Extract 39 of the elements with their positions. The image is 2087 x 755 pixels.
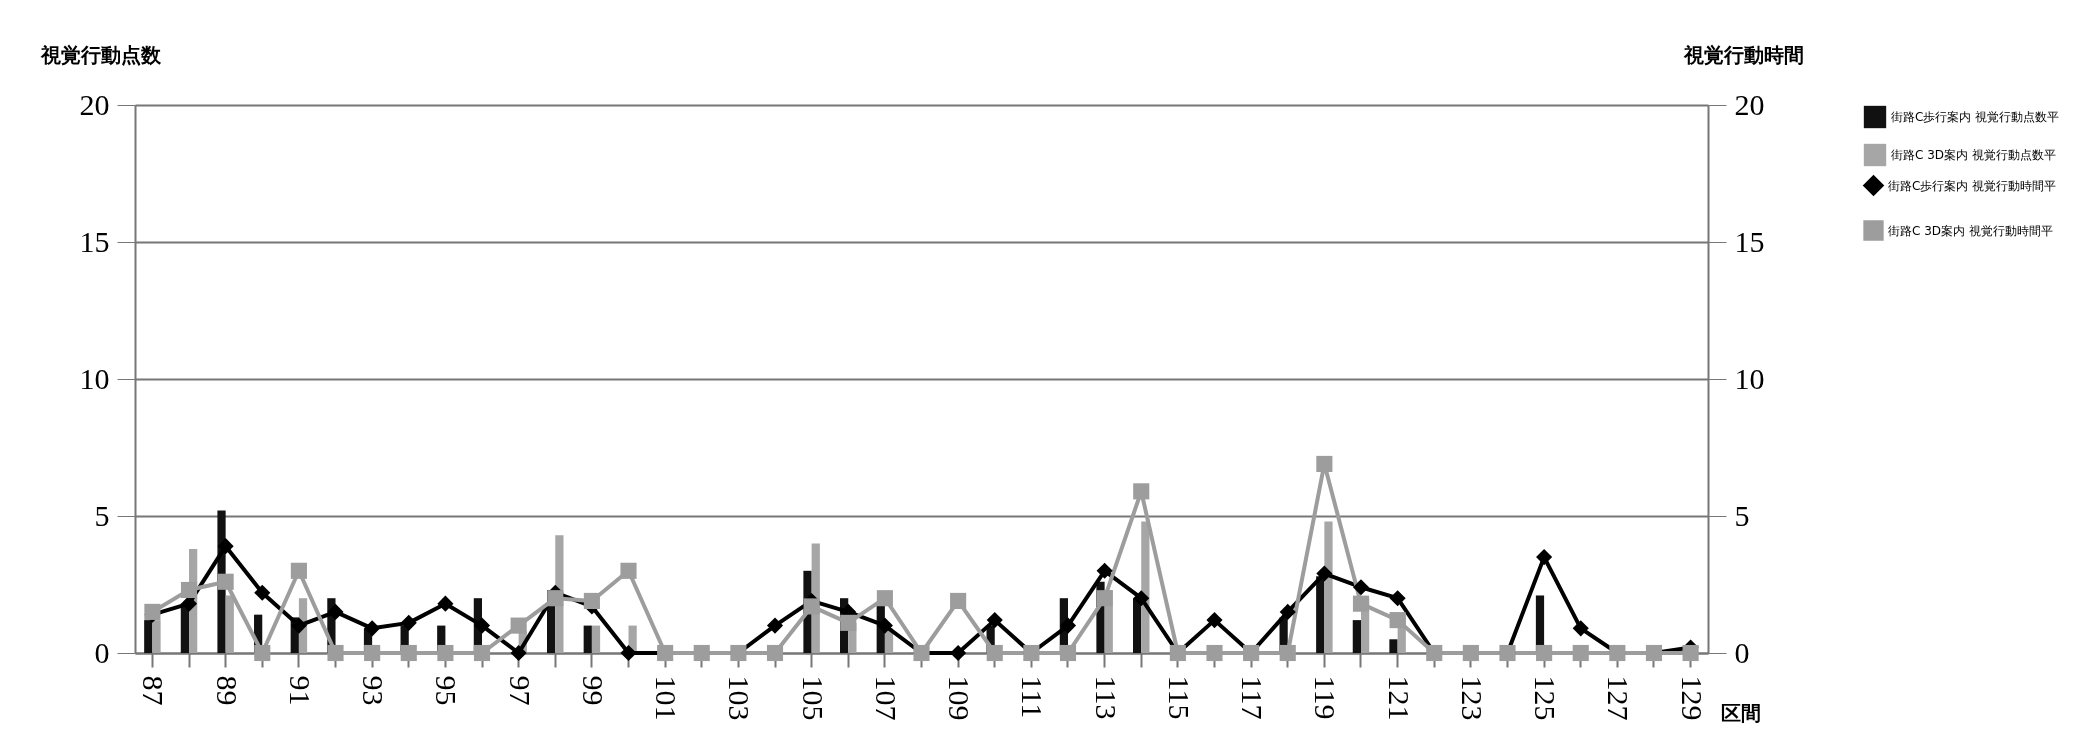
- x-tick-label: 119: [1309, 675, 1343, 720]
- x-tick-label: 93: [357, 675, 391, 706]
- x-axis-title: 区間: [1720, 700, 1761, 725]
- x-tick-label: 99: [576, 675, 610, 706]
- y2-tick-label: 0: [1734, 635, 1750, 669]
- x-tick-label: 123: [1455, 675, 1489, 721]
- y-axis-title: 視覚行動点数: [39, 42, 162, 67]
- legend-label: 街路C歩行案内 視覚行動時間平: [1888, 178, 2057, 193]
- x-tick-label: 115: [1162, 675, 1196, 720]
- x-tick-label: 113: [1089, 675, 1123, 720]
- y2-tick-label: 10: [1734, 361, 1765, 395]
- x-tick-label: 127: [1602, 675, 1636, 721]
- x-tick-label: 105: [796, 675, 830, 721]
- y-tick-label: 10: [79, 361, 110, 395]
- legend-label: 街路C 3D案内 視覚行動時間平: [1888, 223, 2053, 238]
- x-tick-label: 97: [503, 675, 537, 706]
- y2-tick-label: 15: [1734, 224, 1765, 258]
- x-tick-label: 103: [723, 675, 757, 721]
- x-tick-label: 87: [137, 675, 171, 706]
- x-tick-label: 95: [430, 675, 464, 706]
- x-tick-label: 111: [1016, 675, 1050, 719]
- y-tick-label: 20: [79, 87, 110, 121]
- x-tick-label: 89: [210, 675, 244, 706]
- y2-axis-title: 視覚行動時間: [1682, 42, 1804, 67]
- legend-label: 街路C歩行案内 視覚行動点数平: [1891, 110, 2060, 124]
- x-tick-label: 129: [1675, 675, 1709, 721]
- x-tick-label: 91: [283, 675, 317, 706]
- x-tick-label: 125: [1529, 675, 1563, 721]
- x-tick-label: 121: [1382, 675, 1416, 721]
- y2-tick-label: 5: [1734, 498, 1750, 532]
- y-tick-label: 5: [94, 498, 110, 532]
- x-tick-label: 101: [650, 675, 684, 721]
- x-tick-label: 117: [1236, 675, 1270, 720]
- y2-tick-label: 20: [1734, 87, 1765, 121]
- y-tick-label: 0: [94, 635, 110, 669]
- x-tick-label: 109: [943, 675, 977, 721]
- legend-label: 街路C 3D案内 視覚行動点数平: [1891, 148, 2056, 162]
- y-tick-label: 15: [79, 224, 110, 258]
- x-tick-label: 107: [869, 675, 903, 721]
